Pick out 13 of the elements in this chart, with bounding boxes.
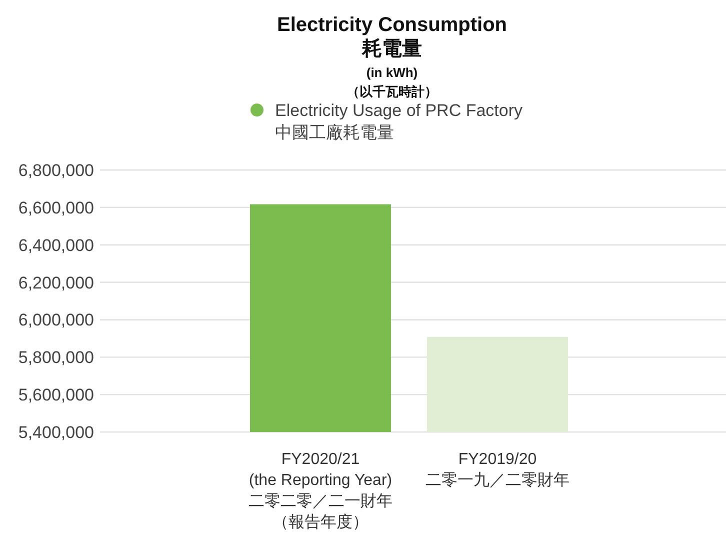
xtick: FY2020/21 (the Reporting Year) 二零二零／二一財年（報告年度） (248, 451, 392, 531)
ytick: 6,600,000 (18, 198, 94, 218)
subtitle: (in kWh) （以千瓦時計） (346, 65, 438, 99)
ytick: 6,800,000 (18, 161, 94, 180)
ytick: 5,600,000 (18, 386, 94, 405)
title: Electricity Consumption 耗電量 (276, 14, 508, 60)
ytick: 5,800,000 (18, 348, 94, 368)
ytick: 6,400,000 (18, 236, 94, 255)
ytick: 6,200,000 (18, 273, 94, 292)
xtick: FY2019/20 二零一九／二零財年 (426, 451, 570, 489)
ytick: 5,400,000 (18, 423, 94, 442)
legend: Electricity Usage of PRC Factory 中國工廠耗電量 (275, 101, 523, 142)
ytick: 6,000,000 (18, 310, 94, 330)
